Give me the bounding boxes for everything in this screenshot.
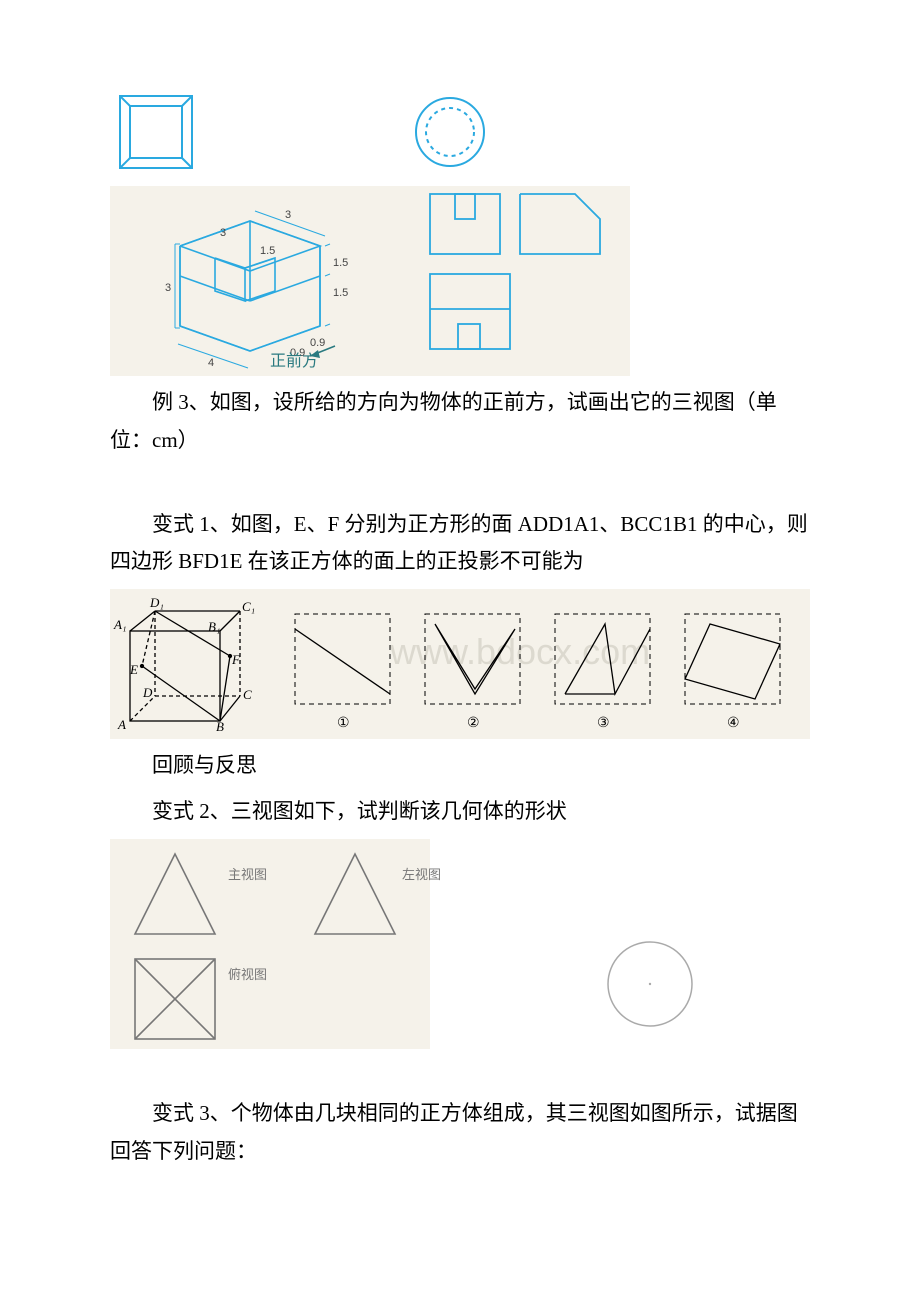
label-D: D	[142, 685, 153, 700]
top-icons-svg	[110, 90, 540, 178]
label-A: A	[117, 717, 126, 732]
option-1: ①	[337, 716, 350, 731]
svg-text:1.5: 1.5	[333, 257, 348, 269]
label-C: C	[243, 687, 252, 702]
cube-projections-svg: www.bdocx.com A B C	[110, 589, 810, 739]
label-E: E	[129, 662, 138, 677]
svg-text:3: 3	[285, 209, 291, 221]
label-B: B	[216, 719, 224, 734]
option-4: ④	[727, 716, 740, 731]
option-3: ③	[597, 716, 610, 731]
variant1-text: 变式 1、如图，E、F 分别为正方形的面 ADD1A1、BCC1B1 的中心，则…	[110, 506, 810, 582]
top-icons-row	[110, 90, 810, 178]
front-direction-label: 正前方	[270, 352, 318, 370]
label-C1: C₁	[242, 599, 255, 614]
variant3-text: 变式 3、个物体由几块相同的正方体组成，其三视图如图所示，试据图回答下列问题：	[110, 1095, 810, 1171]
example3-text: 例 3、如图，设所给的方向为物体的正前方，试画出它的三视图（单位：cm）	[110, 384, 810, 460]
svg-text:0.9: 0.9	[310, 337, 325, 349]
variant2-text: 变式 2、三视图如下，试判断该几何体的形状	[110, 793, 810, 831]
label-B1: B₁	[208, 619, 220, 634]
svg-text:3: 3	[165, 282, 171, 294]
side-view-label: 左视图	[402, 867, 441, 882]
gray-three-view-svg: 主视图 左视图 俯视图	[110, 839, 810, 1049]
label-F: F	[231, 652, 241, 667]
isometric-and-views: 3 4 3 3 1.5 1.5 1.5 0.9 0.9 正前方	[110, 186, 810, 376]
label-D1: D₁	[149, 595, 164, 610]
gray-three-view: 主视图 左视图 俯视图	[110, 839, 810, 1049]
svg-text:3: 3	[220, 227, 226, 239]
review-text: 回顾与反思	[110, 747, 810, 785]
svg-text:1.5: 1.5	[333, 287, 348, 299]
svg-text:4: 4	[208, 357, 214, 369]
svg-text:1.5: 1.5	[260, 245, 275, 257]
label-A1: A₁	[113, 617, 126, 632]
isometric-views-svg: 3 4 3 3 1.5 1.5 1.5 0.9 0.9 正前方	[110, 186, 630, 376]
top-view-label: 俯视图	[228, 967, 267, 982]
option-2: ②	[467, 716, 480, 731]
cube-projections-row: www.bdocx.com A B C	[110, 589, 810, 739]
main-view-label: 主视图	[228, 867, 267, 882]
